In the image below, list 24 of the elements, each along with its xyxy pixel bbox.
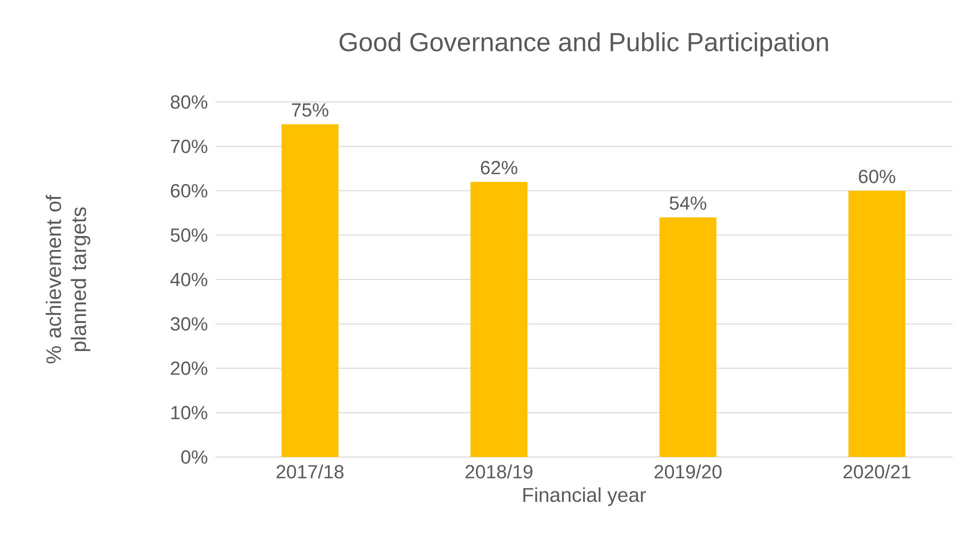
x-tick-label: 2019/20 <box>654 464 722 478</box>
data-label: 75% <box>292 103 328 117</box>
y-tick-label: 50% <box>170 228 208 242</box>
y-tick-label: 60% <box>170 184 208 198</box>
x-tick-label: 2017/18 <box>276 464 344 478</box>
bar <box>659 217 716 457</box>
y-tick-label: 40% <box>170 272 208 286</box>
data-label: 62% <box>480 160 518 174</box>
bar <box>281 124 338 457</box>
y-axis-title: % achievement of planned targets <box>46 194 90 364</box>
bar <box>470 182 528 457</box>
x-tick-label: 2018/19 <box>466 464 532 478</box>
x-axis-title: Financial year <box>523 487 646 506</box>
y-tick-label: 70% <box>170 140 208 154</box>
y-tick-label: 10% <box>171 406 208 420</box>
bar <box>848 190 906 457</box>
x-tick-label: 2020/21 <box>844 464 910 478</box>
chart-title: Good Governance and Public Participation <box>340 32 828 56</box>
y-tick-label: 30% <box>170 317 208 331</box>
y-tick-label: 20% <box>170 362 208 375</box>
y-tick-label: 80% <box>170 95 208 109</box>
y-tick-label: 0% <box>181 450 208 464</box>
data-label: 60% <box>858 170 896 184</box>
data-label: 54% <box>670 196 706 210</box>
